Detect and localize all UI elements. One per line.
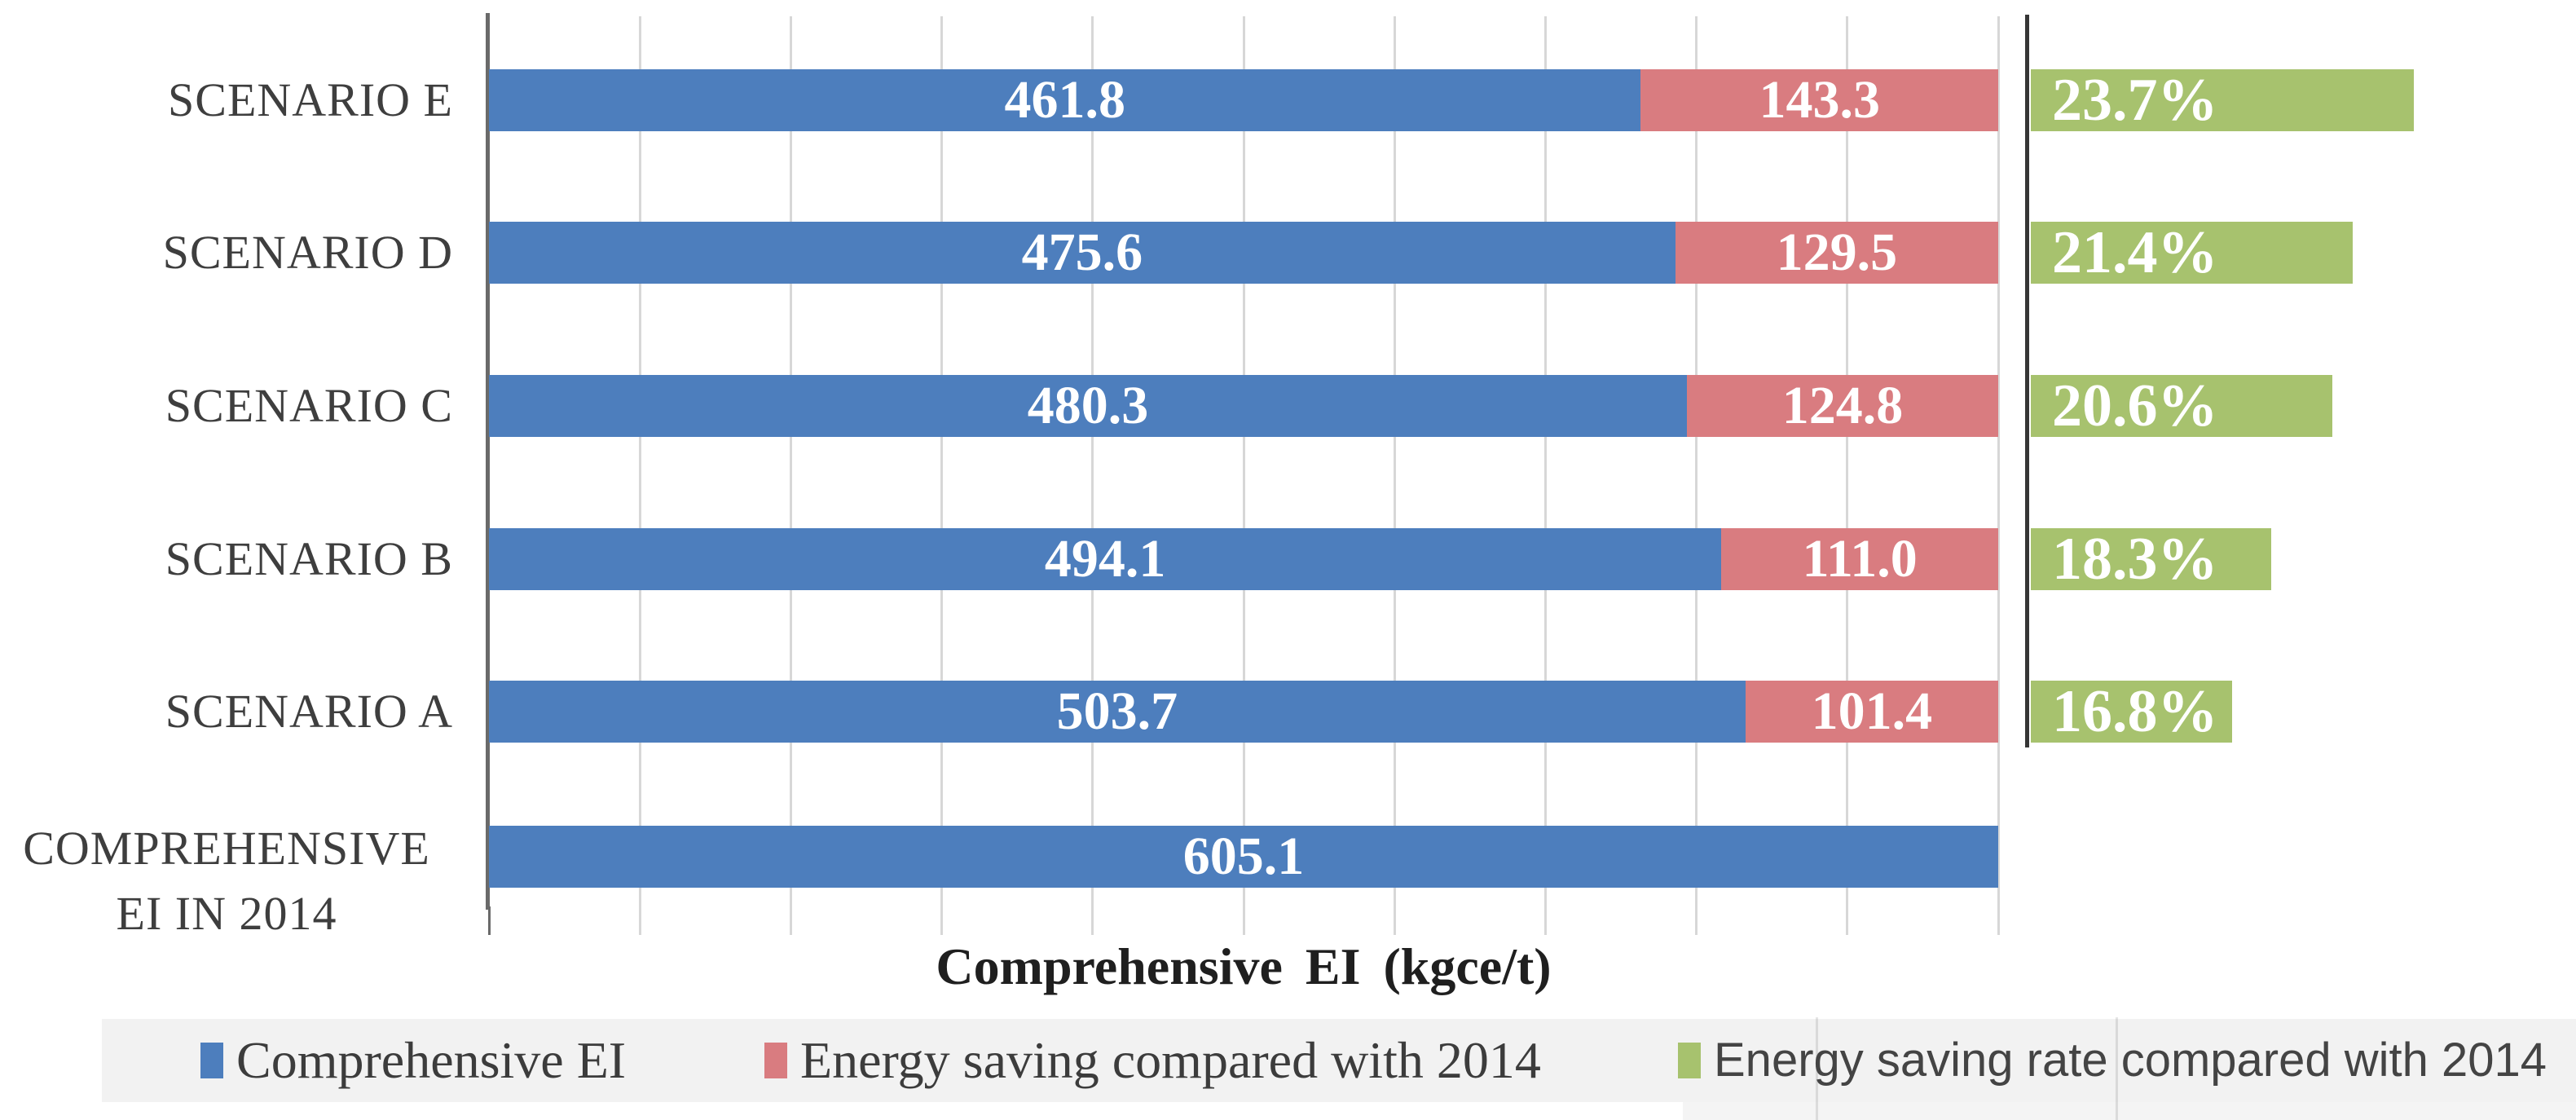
bar-value-label: 124.8 [1781,376,1904,435]
bar-value-label: 475.6 [1021,223,1143,282]
gridline [940,16,944,906]
bar-value-label: 503.7 [1056,681,1178,741]
legend-swatch-blue-icon [200,1043,223,1078]
bar-energy-saving-rate: 20.6% [2031,375,2332,437]
bar-comprehensive-ei: 480.3 [489,375,1688,437]
bar-energy-saving-rate: 18.3% [2031,526,2272,593]
axis-tick [789,906,792,935]
bar-energy-saving: 111.0 [1721,528,1998,590]
gridline [1393,16,1396,906]
gridline [1846,16,1849,906]
secondary-axis-line [2025,15,2029,747]
axis-tick [1543,906,1547,935]
bar-percent-label: 20.6% [2052,373,2218,439]
axis-tick [1242,906,1245,935]
bar-comprehensive-ei: 503.7 [489,681,1746,743]
axis-tick [940,906,944,935]
bar-energy-saving: 101.4 [1745,681,1998,743]
bar-comprehensive-ei: 605.1 [489,826,1998,888]
legend-swatch-green-icon [1678,1043,1701,1078]
gridline [1543,16,1547,906]
x-axis-title: Comprehensive EI (kgce/t) [936,937,1552,995]
bar-energy-saving: 129.5 [1675,222,1998,284]
bar-comprehensive-ei: 494.1 [489,528,1722,590]
bar-percent-label: 21.4% [2052,219,2218,286]
legend-label: Energy saving compared with 2014 [800,1031,1541,1089]
gridline [638,16,641,906]
gridline [789,16,792,906]
gridline [1695,16,1698,906]
bar-value-label: 129.5 [1776,223,1898,282]
legend-item-energy-saving: Energy saving compared with 2014 [764,1019,1541,1102]
bar-percent-label: 16.8% [2052,678,2218,745]
bar-energy-saving-rate: 23.7% [2031,69,2414,131]
bar-value-label: 461.8 [1004,70,1125,130]
axis-tick [1695,906,1698,935]
legend-label: Energy saving rate compared with 2014 [1714,1034,2547,1087]
bar-value-label: 101.4 [1811,681,1933,741]
bar-value-label: 480.3 [1027,376,1149,435]
gridline [1242,16,1245,906]
legend-background [102,1019,2576,1102]
bar-percent-label: 23.7% [2052,67,2218,134]
legend-item-comprehensive-ei: Comprehensive EI [200,1019,626,1102]
gridline [1091,16,1094,906]
bar-value-label: 111.0 [1802,529,1918,589]
category-label: SCENARIO C [165,379,453,432]
axis-tick [638,906,641,935]
legend-label: Comprehensive EI [236,1031,627,1089]
category-label: SCENARIO D [162,226,453,279]
legend-artifact-line-2 [2116,1017,2118,1120]
category-label: SCENARIO E [168,73,453,126]
category-label: SCENARIO B [165,532,453,585]
bar-energy-saving: 143.3 [1640,69,1998,131]
primary-axis-line [486,13,490,910]
bar-percent-label: 18.3% [2052,526,2218,593]
legend-artifact-strip [1683,1102,2576,1120]
axis-tick [1091,906,1094,935]
bar-energy-saving-rate: 16.8% [2031,681,2232,743]
bar-value-label: 494.1 [1044,529,1166,589]
axis-tick [1846,906,1849,935]
axis-tick [1393,906,1396,935]
bar-value-label: 143.3 [1759,70,1880,130]
bar-value-label: 605.1 [1182,827,1305,886]
axis-tick [1997,906,2000,935]
bar-energy-saving-rate: 21.4% [2031,219,2354,286]
category-label: COMPREHENSIVE EI IN 2014 [23,822,430,940]
category-label: SCENARIO A [165,685,453,738]
legend-artifact-line-1 [1816,1017,1818,1120]
bar-comprehensive-ei: 475.6 [489,222,1676,284]
bar-energy-saving: 124.8 [1687,375,1998,437]
legend-item-energy-saving-rate: Energy saving rate compared with 2014 [1678,1019,2547,1102]
axis-tick [487,906,491,935]
legend-swatch-red-icon [764,1043,787,1078]
bar-comprehensive-ei: 461.8 [489,69,1641,131]
gridline [1997,16,2000,906]
